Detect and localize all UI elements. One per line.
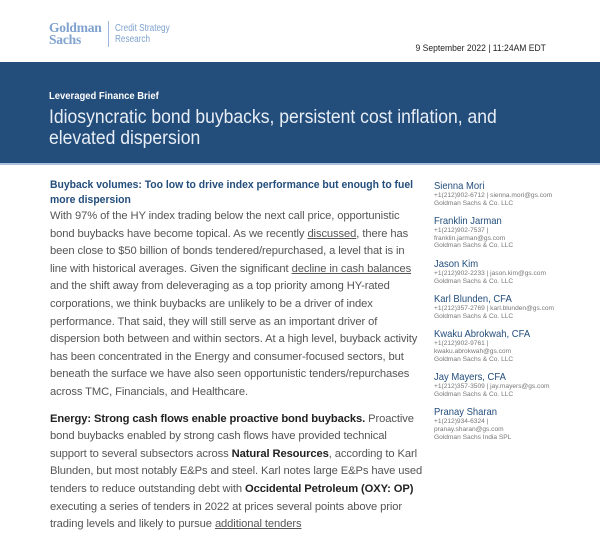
link-discussed[interactable]: discussed — [307, 227, 357, 240]
section-heading: Buyback volumes: Too low to drive index … — [50, 179, 414, 206]
link-additional-tenders[interactable]: additional tenders — [214, 518, 302, 531]
author-contact[interactable]: +1(212)357-3509 | jay.mayers@gs.com — [434, 383, 550, 391]
series-label: Leveraged Finance Brief — [49, 90, 159, 102]
author: Franklin Jarman +1(212)902-7537 | frankli… — [434, 215, 599, 250]
author: Kwaku Abrokwah, CFA +1(212)902-9761 | kwa… — [434, 328, 599, 363]
report-title: Idiosyncratic bond buybacks, persistent … — [49, 106, 497, 149]
author-firm: Goldman Sachs & Co. LLC — [434, 199, 514, 207]
energy-lead: Energy: Strong cash flows enable proacti… — [50, 412, 366, 425]
logo-wordmark: Goldman Sachs — [49, 20, 102, 47]
authors-list: Sienna Mori +1(212)902-6712 | sienna.mori… — [434, 180, 599, 449]
author: Sienna Mori +1(212)902-6712 | sienna.mori… — [434, 180, 599, 207]
publish-date: 9 September 2022 | 11:24AM EDT — [415, 43, 546, 54]
unit-line-2: Research — [114, 34, 150, 45]
author-contact[interactable]: +1(212)902-2233 | jason.kim@gs.com — [434, 269, 546, 277]
logo-divider — [107, 21, 109, 47]
author: Jay Mayers, CFA +1(212)357-3509 | jay.may… — [434, 371, 599, 398]
text: Proactive bond buybacks enabled by stron… — [50, 412, 414, 460]
research-unit: Credit Strategy Research — [115, 23, 170, 45]
author-firm: Goldman Sachs & Co. LLC — [434, 277, 514, 285]
paragraph-buybacks: With 97% of the HY index trading below t… — [50, 208, 424, 402]
text: , there has been close to $50 billion of… — [50, 227, 409, 275]
logo-line-1: Goldman — [49, 20, 102, 35]
author-firm: Goldman Sachs & Co. LLC — [434, 242, 514, 250]
report-body: Buyback volumes: Too low to drive index … — [50, 178, 424, 543]
text: With 97% of the HY index trading below t… — [50, 210, 400, 240]
author-firm: Goldman Sachs India SPL — [434, 433, 512, 441]
author-name: Sienna Mori — [434, 180, 485, 192]
author-firm: Goldman Sachs & Co. LLC — [434, 312, 514, 320]
author-name: Pranay Sharan — [434, 406, 498, 419]
natural-resources: Natural Resources — [231, 447, 329, 460]
author: Pranay Sharan +1(212)934-6324 | pranay.sh… — [434, 406, 599, 441]
text: and the shift away from deleveraging as … — [50, 280, 418, 398]
author: Jason Kim +1(212)902-2233 | jason.kim@gs.… — [434, 258, 599, 285]
author-contact[interactable]: +1(212)357-2769 | karl.blunden@gs.com — [434, 305, 555, 313]
unit-line-1: Credit Strategy — [114, 23, 170, 34]
author: Karl Blunden, CFA +1(212)357-2769 | karl.… — [434, 293, 599, 320]
logo-line-2: Sachs — [49, 32, 82, 47]
author-firm: Goldman Sachs & Co. LLC — [434, 355, 514, 363]
author-contact[interactable]: +1(212)902-7537 | franklin.jarman@gs.com — [434, 227, 506, 242]
title-banner: Leveraged Finance Brief Idiosyncratic bo… — [0, 62, 600, 165]
author-name: Franklin Jarman — [434, 215, 502, 228]
oxy-company: Occidental Petroleum (OXY: OP) — [245, 482, 414, 495]
author-contact[interactable]: +1(212)934-6324 | pranay.sharan@gs.com — [434, 418, 504, 433]
author-contact[interactable]: +1(212)902-6712 | sienna.mori@gs.com — [434, 192, 553, 199]
link-cash-balances[interactable]: decline in cash balances — [291, 262, 412, 275]
paragraph-energy: Energy: Strong cash flows enable proacti… — [50, 411, 424, 534]
author-contact[interactable]: +1(212)902-9761 | kwaku.abrokwah@gs.com — [434, 340, 512, 355]
author-name: Karl Blunden, CFA — [434, 293, 512, 306]
author-name: Kwaku Abrokwah, CFA — [434, 328, 531, 341]
goldman-sachs-logo: Goldman Sachs Credit Strategy Research — [49, 21, 181, 47]
author-name: Jason Kim — [434, 257, 479, 270]
author-firm: Goldman Sachs & Co. LLC — [434, 390, 514, 398]
author-name: Jay Mayers, CFA — [434, 371, 506, 384]
